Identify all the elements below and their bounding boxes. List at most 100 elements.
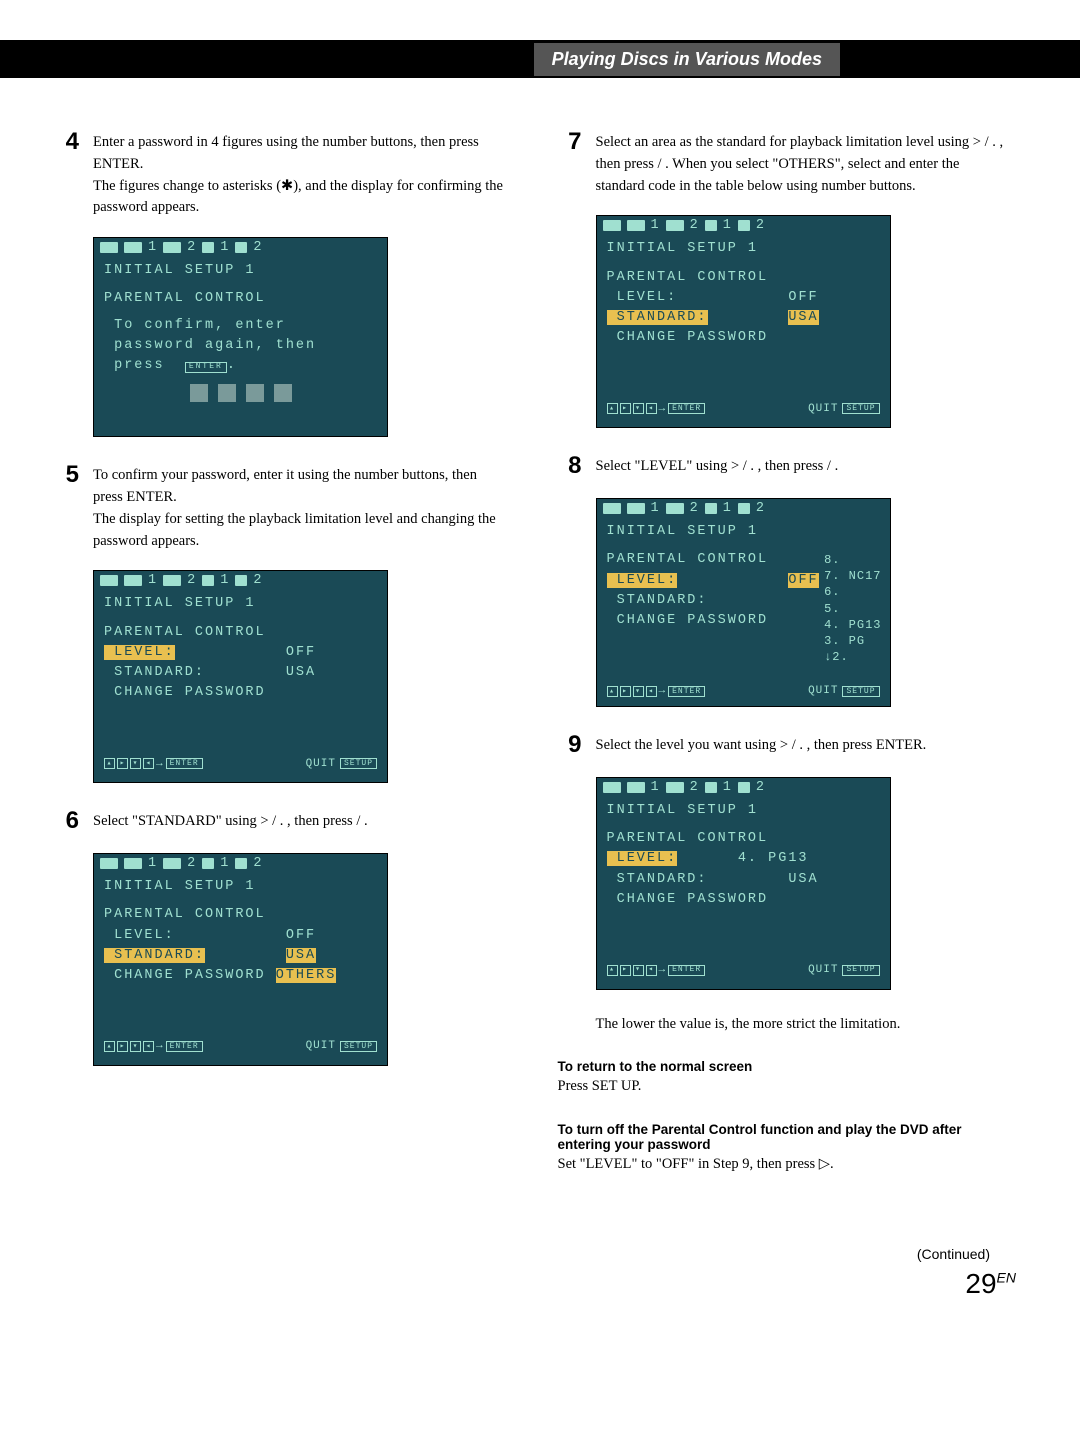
audio-icon [705,782,717,793]
screen-footer: ▴▸▾◂ → ENTER QUIT SETUP [607,950,880,979]
setup-key-icon: SETUP [842,686,879,697]
dvd-icon [100,242,118,253]
right-icon: ▸ [620,403,631,414]
text: To confirm your password, enter it using… [93,467,477,505]
step-6: 6 Select "STANDARD" using > / . , then p… [55,807,508,835]
step-4: 4 Enter a password in 4 figures using th… [55,128,508,219]
line: CHANGE PASSWORD OTHERS [104,966,377,986]
screen-top-icons: 1 2 1 2 [597,499,890,518]
num: 2 [690,501,699,516]
enter-key-icon: ENTER [668,965,705,976]
up-icon: ▴ [104,1041,115,1052]
level-item: 7. NC17 [824,568,881,584]
enter-key-icon: ENTER [668,403,705,414]
line: PARENTAL CONTROL [607,829,880,849]
screen-body: INITIAL SETUP 1 PARENTAL CONTROL LEVEL: … [94,590,387,782]
text: LEVEL: [607,290,678,305]
subtitle-icon [627,503,645,514]
screen-top-icons: 1 2 1 2 [597,778,890,797]
line: CHANGE PASSWORD [607,328,880,348]
level-item: 3. PG [824,633,881,649]
num: 1 [220,240,229,255]
line: INITIAL SETUP 1 [607,522,880,542]
step-number: 8 [558,452,582,480]
line: INITIAL SETUP 1 [104,877,377,897]
enter-key-icon: ENTER [166,758,203,769]
num: 1 [651,501,660,516]
left-column: 4 Enter a password in 4 figures using th… [55,128,508,1176]
step-text: Select an area as the standard for playb… [596,128,1011,197]
num: 2 [187,240,196,255]
num: 1 [148,856,157,871]
screen-body: INITIAL SETUP 1 PARENTAL CONTROL LEVEL: … [597,797,890,989]
line: STANDARD: USA [607,308,880,328]
subtitle-icon [666,503,684,514]
nav-keys: ▴▸▾◂ → ENTER [607,683,706,700]
line: press ENTER. [104,356,377,376]
dvd-icon [100,575,118,586]
num: 2 [690,780,699,795]
pw-box [274,384,292,402]
down-icon: ▾ [130,758,141,769]
header-title: Playing Discs in Various Modes [534,43,840,76]
nav-keys: ▴▸▾◂ → ENTER [104,1038,203,1055]
hl: LEVEL: [607,851,678,866]
text: The display for setting the playback lim… [93,511,496,549]
text: STANDARD: [104,665,205,680]
arrow: → [659,683,667,700]
subtitle-icon [163,858,181,869]
hl: STANDARD: [104,948,205,963]
line: LEVEL: OFF [104,926,377,946]
text: STANDARD: [607,872,708,887]
screen-top-icons: 1 2 1 2 [94,854,387,873]
text: CHANGE PASSWORD [104,968,266,983]
num: 2 [690,218,699,233]
line: PARENTAL CONTROL [104,289,377,309]
right-icon: ▸ [620,686,631,697]
setup-key-icon: SETUP [340,758,377,769]
line: PARENTAL CONTROL [104,623,377,643]
left-icon: ◂ [646,686,657,697]
num: 2 [253,573,262,588]
val: USA [788,310,818,325]
num: 29 [965,1268,996,1299]
num: 2 [187,856,196,871]
text: LEVEL: [104,928,175,943]
val: OFF [286,645,316,660]
content-columns: 4 Enter a password in 4 figures using th… [0,78,1080,1206]
screen-body: INITIAL SETUP 1 PARENTAL CONTROL To conf… [94,257,387,436]
step-text: Select the level you want using > / . , … [596,731,927,759]
val: OFF [286,928,316,943]
screen-footer: ▴▸▾◂ → ENTER QUIT SETUP [607,389,880,418]
hl: LEVEL: [607,573,678,588]
down-icon: ▾ [633,403,644,414]
val: USA [286,948,316,963]
dvd-icon [603,503,621,514]
right-icon: ▸ [620,965,631,976]
line: LEVEL: 4. PG13 [607,849,880,869]
page: Playing Discs in Various Modes 4 Enter a… [0,40,1080,1300]
screen-body: INITIAL SETUP 1 PARENTAL CONTROL LEVEL: … [94,873,387,1065]
val: OTHERS [276,968,337,983]
text: 2. [832,650,848,664]
level-item: 8. [824,552,881,568]
line: LEVEL: OFF [607,288,880,308]
line: STANDARD: USA [607,870,880,890]
level-dropdown: 8. 7. NC17 6. 5. 4. PG13 3. PG ↓2. [824,552,881,665]
num: 1 [651,780,660,795]
step-8: 8 Select "LEVEL" using > / . , then pres… [558,452,1011,480]
quit-group: QUIT SETUP [808,683,879,700]
up-icon: ▴ [607,686,618,697]
screen-9: 1 2 1 2 INITIAL SETUP 1 PARENTAL CONTROL… [596,777,891,990]
subtitle-icon [627,782,645,793]
text: The figures change to asterisks ( [93,178,281,194]
subtitle-icon [124,858,142,869]
line: To confirm, enter [104,316,377,336]
left-icon: ◂ [646,403,657,414]
up-icon: ▴ [607,965,618,976]
quit-group: QUIT SETUP [306,1038,377,1055]
pw-box [246,384,264,402]
quit-group: QUIT SETUP [808,401,879,418]
screen-footer: ▴▸▾◂ → ENTER QUIT SETUP [104,1026,377,1055]
enter-key-icon: ENTER [668,686,705,697]
